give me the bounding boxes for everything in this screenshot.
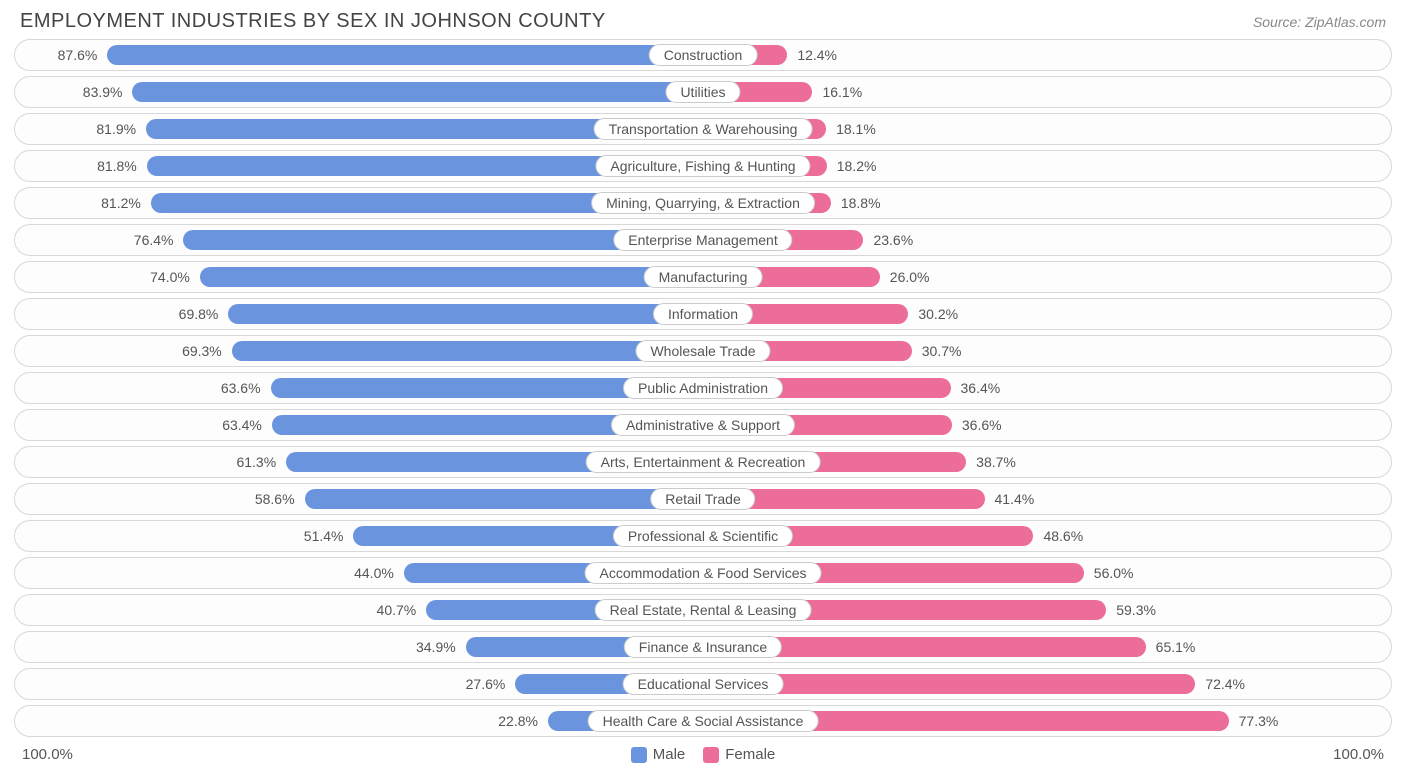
chart-row: 58.6% 41.4% Retail Trade — [14, 483, 1392, 515]
male-pct: 81.2% — [91, 195, 151, 211]
male-pct: 63.4% — [212, 417, 272, 433]
male-pct: 58.6% — [245, 491, 305, 507]
category-label: Wholesale Trade — [635, 340, 770, 362]
category-label: Agriculture, Fishing & Hunting — [595, 155, 810, 177]
legend-label-male: Male — [653, 746, 686, 763]
chart-row: 51.4% 48.6% Professional & Scientific — [14, 520, 1392, 552]
male-bar — [107, 45, 703, 65]
category-label: Construction — [649, 44, 758, 66]
male-pct: 69.8% — [169, 306, 229, 322]
diverging-bar-chart: 87.6% 12.4% Construction 83.9% 16.1% Utilitie… — [14, 39, 1392, 737]
chart-row: 87.6% 12.4% Construction — [14, 39, 1392, 71]
female-pct: 38.7% — [966, 454, 1026, 470]
female-pct: 48.6% — [1033, 528, 1093, 544]
category-label: Retail Trade — [650, 488, 755, 510]
male-pct: 61.3% — [226, 454, 286, 470]
male-pct: 83.9% — [73, 84, 133, 100]
female-pct: 41.4% — [985, 491, 1045, 507]
female-pct: 59.3% — [1106, 602, 1166, 618]
male-bar — [200, 267, 703, 287]
swatch-male — [631, 747, 647, 763]
chart-row: 61.3% 38.7% Arts, Entertainment & Recreati… — [14, 446, 1392, 478]
category-label: Educational Services — [623, 673, 784, 695]
female-pct: 72.4% — [1195, 676, 1255, 692]
male-pct: 81.8% — [87, 158, 147, 174]
category-label: Transportation & Warehousing — [594, 118, 813, 140]
legend-item-male: Male — [631, 746, 686, 763]
male-bar — [228, 304, 703, 324]
female-pct: 23.6% — [863, 232, 923, 248]
chart-row: 74.0% 26.0% Manufacturing — [14, 261, 1392, 293]
male-pct: 27.6% — [456, 676, 516, 692]
female-pct: 36.4% — [951, 380, 1011, 396]
chart-source: Source: ZipAtlas.com — [1253, 14, 1386, 30]
chart-row: 69.3% 30.7% Wholesale Trade — [14, 335, 1392, 367]
category-label: Professional & Scientific — [613, 525, 793, 547]
female-pct: 56.0% — [1084, 565, 1144, 581]
category-label: Information — [653, 303, 753, 325]
male-bar — [132, 82, 703, 102]
chart-row: 81.9% 18.1% Transportation & Warehousing — [14, 113, 1392, 145]
chart-row: 69.8% 30.2% Information — [14, 298, 1392, 330]
chart-row: 76.4% 23.6% Enterprise Management — [14, 224, 1392, 256]
chart-header: EMPLOYMENT INDUSTRIES BY SEX IN JOHNSON … — [14, 10, 1392, 39]
chart-row: 83.9% 16.1% Utilities — [14, 76, 1392, 108]
category-label: Enterprise Management — [613, 229, 792, 251]
chart-title: EMPLOYMENT INDUSTRIES BY SEX IN JOHNSON … — [20, 10, 606, 33]
female-pct: 18.8% — [831, 195, 891, 211]
female-pct: 30.7% — [912, 343, 972, 359]
female-pct: 12.4% — [787, 47, 847, 63]
chart-footer: 100.0% Male Female 100.0% — [14, 742, 1392, 763]
female-pct: 26.0% — [880, 269, 940, 285]
male-pct: 34.9% — [406, 639, 466, 655]
female-pct: 77.3% — [1229, 713, 1289, 729]
chart-row: 44.0% 56.0% Accommodation & Food Services — [14, 557, 1392, 589]
male-pct: 87.6% — [48, 47, 108, 63]
axis-right-max: 100.0% — [1333, 746, 1384, 763]
male-pct: 40.7% — [367, 602, 427, 618]
category-label: Arts, Entertainment & Recreation — [586, 451, 821, 473]
chart-row: 27.6% 72.4% Educational Services — [14, 668, 1392, 700]
female-pct: 36.6% — [952, 417, 1012, 433]
male-bar — [305, 489, 703, 509]
chart-row: 81.2% 18.8% Mining, Quarrying, & Extractio… — [14, 187, 1392, 219]
male-pct: 44.0% — [344, 565, 404, 581]
male-pct: 69.3% — [172, 343, 232, 359]
category-label: Mining, Quarrying, & Extraction — [591, 192, 815, 214]
female-pct: 18.1% — [826, 121, 886, 137]
chart-row: 81.8% 18.2% Agriculture, Fishing & Hunting — [14, 150, 1392, 182]
category-label: Accommodation & Food Services — [585, 562, 822, 584]
female-pct: 65.1% — [1146, 639, 1206, 655]
chart-row: 22.8% 77.3% Health Care & Social Assistanc… — [14, 705, 1392, 737]
category-label: Health Care & Social Assistance — [588, 710, 819, 732]
chart-row: 63.4% 36.6% Administrative & Support — [14, 409, 1392, 441]
swatch-female — [703, 747, 719, 763]
legend-label-female: Female — [725, 746, 775, 763]
male-bar — [232, 341, 703, 361]
legend-item-female: Female — [703, 746, 775, 763]
category-label: Utilities — [665, 81, 740, 103]
male-pct: 22.8% — [488, 713, 548, 729]
chart-row: 34.9% 65.1% Finance & Insurance — [14, 631, 1392, 663]
chart-row: 63.6% 36.4% Public Administration — [14, 372, 1392, 404]
male-pct: 63.6% — [211, 380, 271, 396]
chart-row: 40.7% 59.3% Real Estate, Rental & Leasing — [14, 594, 1392, 626]
category-label: Administrative & Support — [611, 414, 795, 436]
axis-left-max: 100.0% — [22, 746, 73, 763]
male-pct: 74.0% — [140, 269, 200, 285]
category-label: Finance & Insurance — [624, 636, 782, 658]
female-pct: 30.2% — [908, 306, 968, 322]
male-pct: 76.4% — [124, 232, 184, 248]
male-pct: 51.4% — [294, 528, 354, 544]
female-pct: 18.2% — [827, 158, 887, 174]
legend: Male Female — [631, 746, 776, 763]
category-label: Manufacturing — [644, 266, 763, 288]
category-label: Real Estate, Rental & Leasing — [595, 599, 812, 621]
category-label: Public Administration — [623, 377, 783, 399]
male-pct: 81.9% — [86, 121, 146, 137]
female-pct: 16.1% — [812, 84, 872, 100]
